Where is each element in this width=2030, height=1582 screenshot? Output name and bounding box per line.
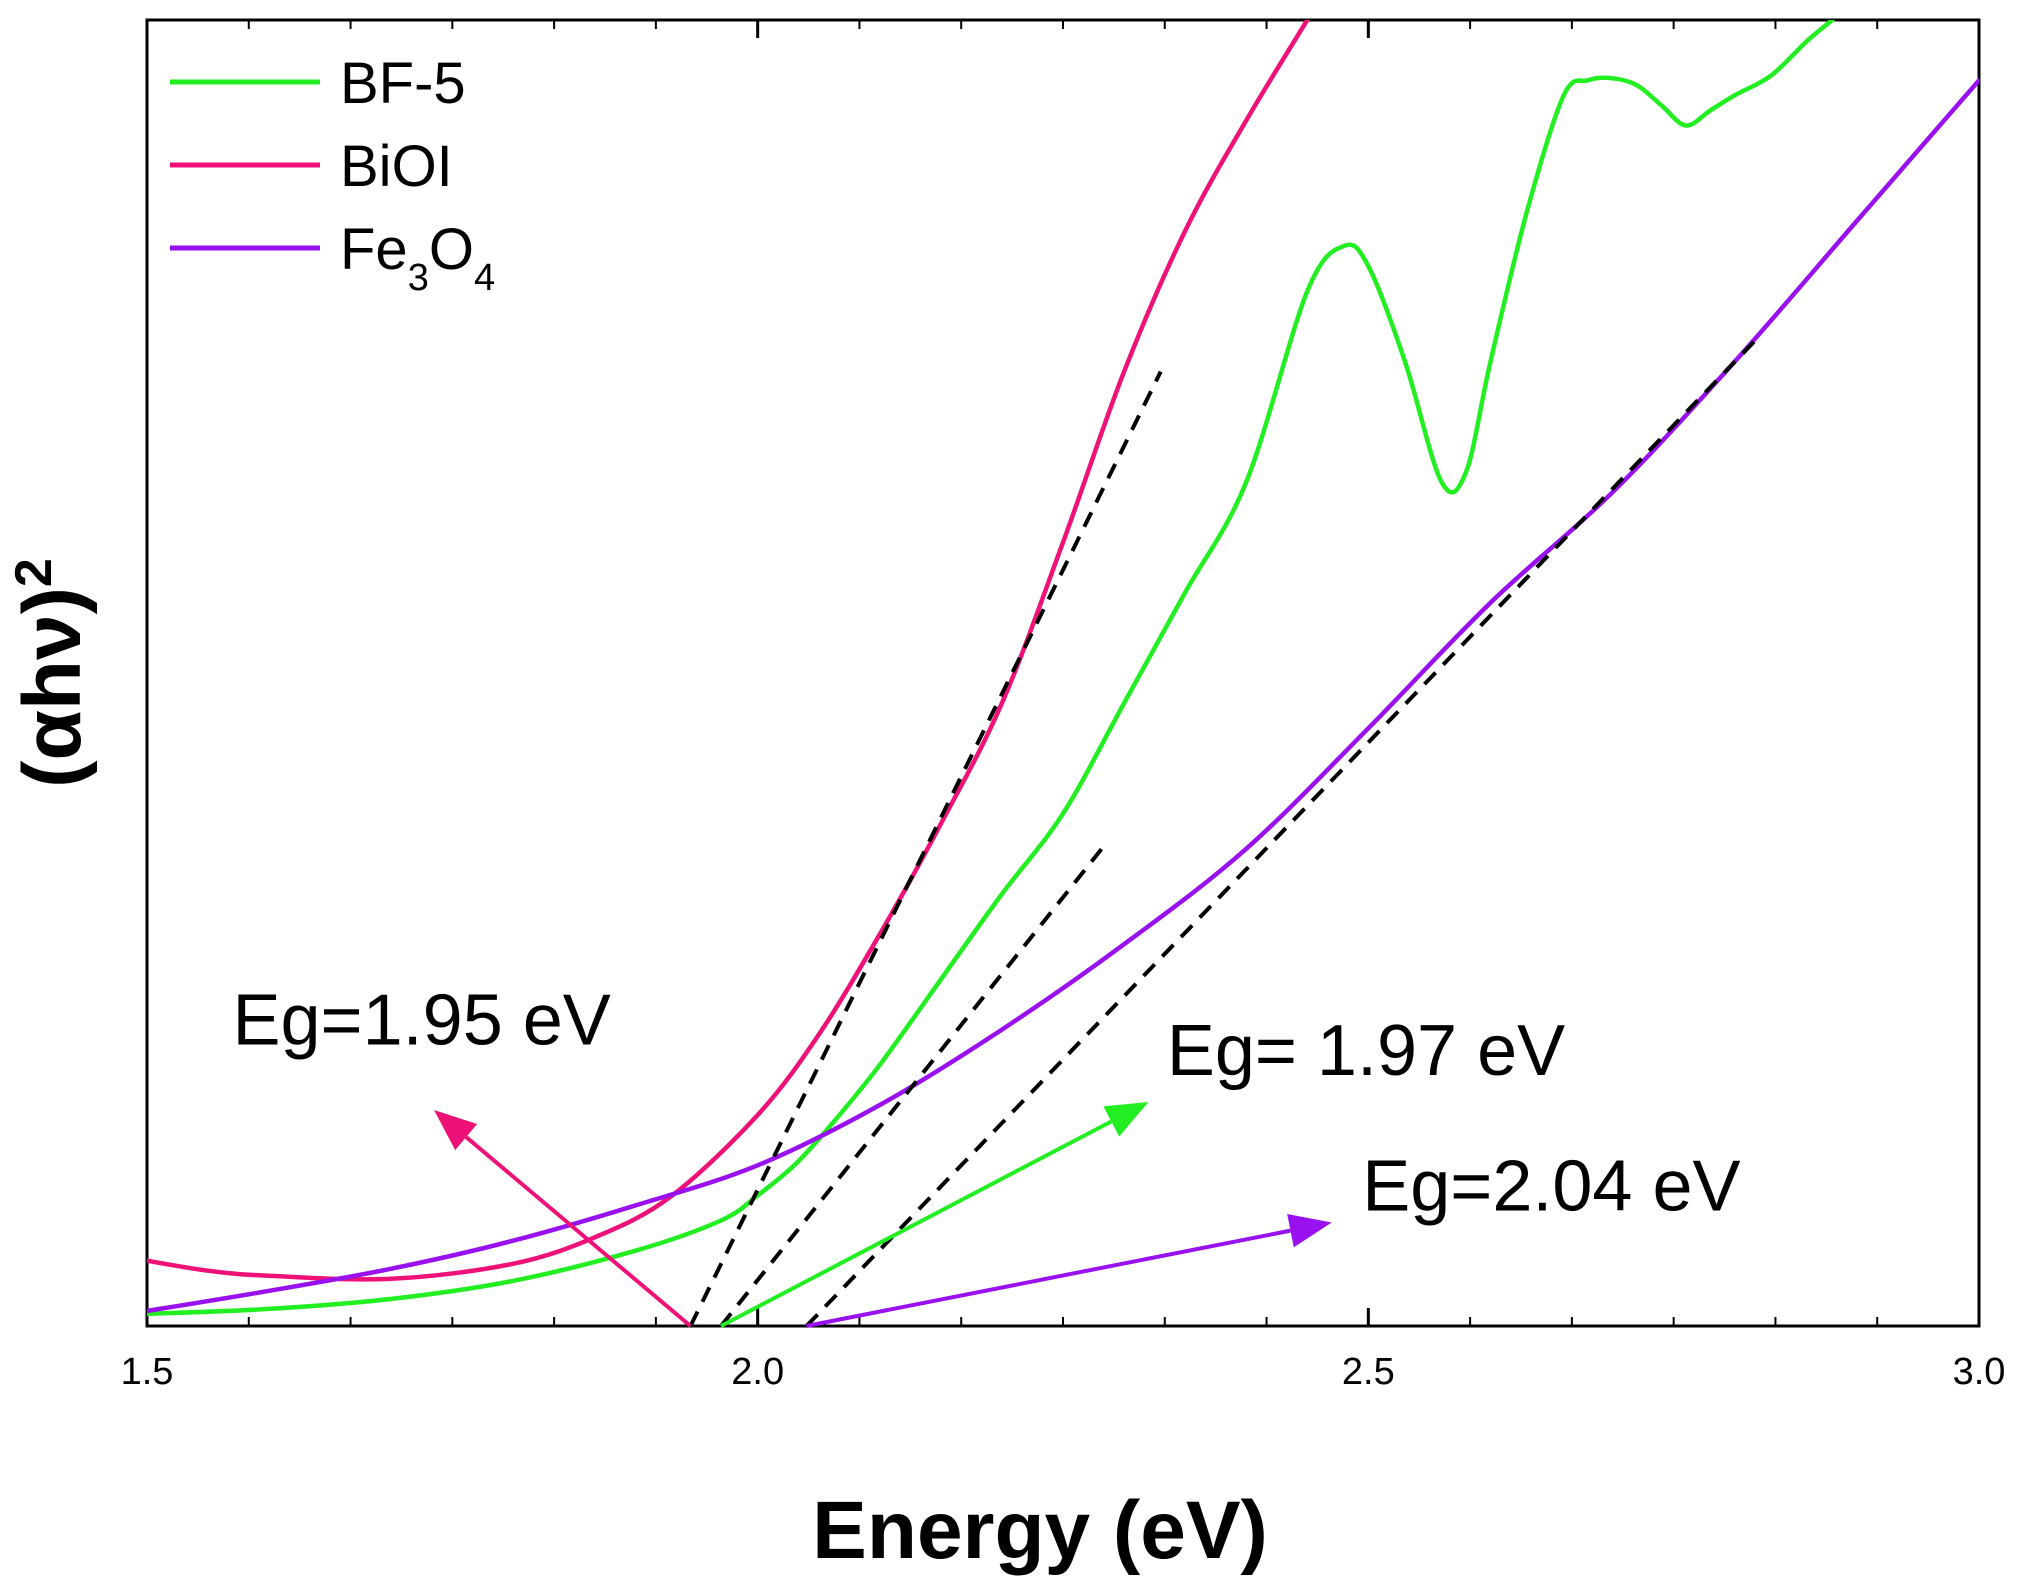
legend-subscript: 4 (474, 257, 495, 299)
annotation-label: Eg=2.04 eV (1362, 1146, 1740, 1226)
x-axis-title: Energy (eV) (812, 1485, 1268, 1576)
annotation-arrow-shaft (806, 1228, 1291, 1328)
legend-label-bioi: BiOI (340, 134, 453, 199)
annotation-arrow-head (1287, 1213, 1332, 1248)
y-axis-title: (αhν)2 (5, 558, 98, 788)
legend-label-bf-5: BF-5 (340, 51, 466, 116)
x-tick-label: 2.0 (731, 1351, 784, 1393)
annotations: Eg=1.95 eV Eg= 1.97 eV Eg=2.04 eV (232, 981, 1741, 1328)
plot-frame (145, 18, 1981, 1328)
x-tick-label: 2.5 (1342, 1351, 1395, 1393)
fit-line-bf-5-tangent (719, 842, 1108, 1326)
legend-text-part: O (429, 217, 474, 282)
annotation-label: Eg= 1.97 eV (1167, 1011, 1565, 1091)
x-tick-label: 3.0 (1953, 1351, 2006, 1393)
fit-line-fe3o4-tangent (805, 335, 1761, 1326)
legend-text-part: BiOI (340, 134, 453, 199)
legend: BF-5 BiOI Fe3O4 (170, 51, 495, 299)
series-layer (147, 20, 1979, 1317)
x-tick-label: 1.5 (121, 1351, 174, 1393)
annotation-arrow-head (1103, 1101, 1149, 1137)
legend-label-fe3o4: Fe3O4 (340, 217, 495, 299)
legend-text-part: BF-5 (340, 51, 466, 116)
legend-text-part: Fe (340, 217, 408, 282)
fit-lines (688, 335, 1761, 1326)
annotation-arrow-shaft (464, 1135, 692, 1328)
fit-line-bioi-tangent (688, 370, 1163, 1326)
y-axis-title-main: (αhν) (7, 587, 98, 788)
legend-subscript: 3 (408, 257, 429, 299)
annotation-arrow-shaft (720, 1119, 1113, 1328)
y-axis-title-exponent: 2 (5, 558, 63, 587)
annotation-label: Eg=1.95 eV (232, 981, 610, 1061)
annotation-arrow-head (434, 1110, 478, 1151)
series-line-bioi (147, 20, 1310, 1282)
series-line-bf-5 (147, 20, 1835, 1317)
